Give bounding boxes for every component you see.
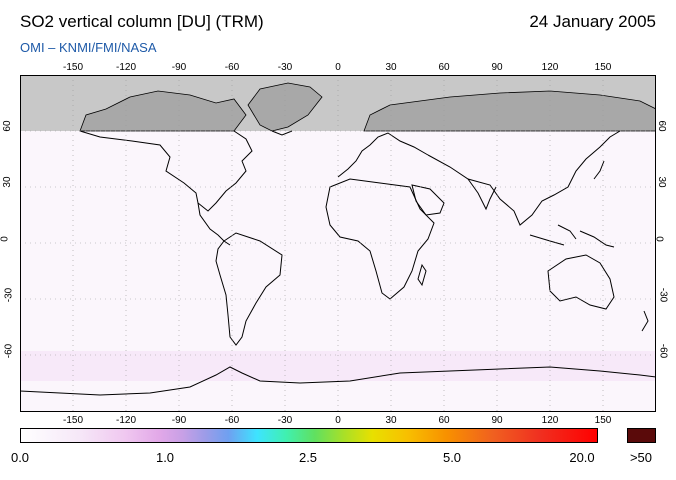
top-lon-tick-4: -30: [277, 62, 293, 73]
map-date: 24 January 2005: [529, 12, 656, 31]
left-lat-tick-0: 60: [2, 120, 14, 132]
top-lon-tick-5: 0: [335, 62, 341, 73]
bottom-lon-tick-10: 150: [594, 415, 612, 426]
top-lon-tick-10: 150: [594, 62, 612, 73]
bottom-lon-tick-5: 0: [335, 415, 341, 426]
top-lon-tick-8: 90: [491, 62, 503, 73]
data-credit: OMI – KNMI/FMI/NASA: [20, 40, 157, 55]
map-title: SO2 vertical column [DU] (TRM): [20, 12, 264, 31]
bottom-lon-tick-8: 90: [491, 415, 503, 426]
top-lon-tick-3: -60: [224, 62, 240, 73]
bottom-lon-tick-6: 30: [385, 415, 397, 426]
left-lat-tick-1: 30: [2, 176, 14, 188]
so2-world-map: [20, 75, 656, 412]
top-lon-tick-1: -120: [115, 62, 137, 73]
right-lat-tick-4: -60: [657, 343, 669, 359]
top-lon-tick-0: -150: [62, 62, 84, 73]
top-lon-tick-9: 120: [541, 62, 559, 73]
top-lon-tick-2: -90: [171, 62, 187, 73]
polar-landmasses: [79, 82, 656, 132]
coastlines: [20, 130, 656, 396]
right-lat-tick-3: -30: [657, 287, 669, 302]
bottom-lon-tick-1: -120: [115, 415, 137, 426]
colorbar-label-0: 0.0: [10, 450, 30, 465]
right-lat-tick-1: 30: [656, 176, 668, 188]
left-lat-tick-3: -30: [3, 287, 15, 302]
top-lon-tick-7: 60: [438, 62, 450, 73]
colorbar-overflow-box: [627, 428, 656, 443]
bottom-lon-tick-9: 120: [541, 415, 559, 426]
bottom-lon-tick-7: 60: [438, 415, 450, 426]
colorbar-label-5: >50: [629, 450, 653, 465]
bottom-lon-tick-3: -60: [224, 415, 240, 426]
left-lat-tick-2: 0: [0, 235, 11, 242]
colorbar: [20, 428, 598, 443]
colorbar-label-2: 2.5: [298, 450, 318, 465]
bottom-lon-tick-2: -90: [171, 415, 187, 426]
right-lat-tick-0: 60: [656, 120, 668, 132]
map-frame: [20, 75, 656, 412]
left-lat-tick-4: -60: [3, 343, 15, 359]
colorbar-label-1: 1.0: [155, 450, 175, 465]
graticule: [20, 75, 656, 412]
colorbar-label-3: 5.0: [442, 450, 462, 465]
bottom-lon-tick-4: -30: [277, 415, 293, 426]
top-lon-tick-6: 30: [385, 62, 397, 73]
colorbar-label-4: 20.0: [569, 450, 595, 465]
bottom-lon-tick-0: -150: [62, 415, 84, 426]
